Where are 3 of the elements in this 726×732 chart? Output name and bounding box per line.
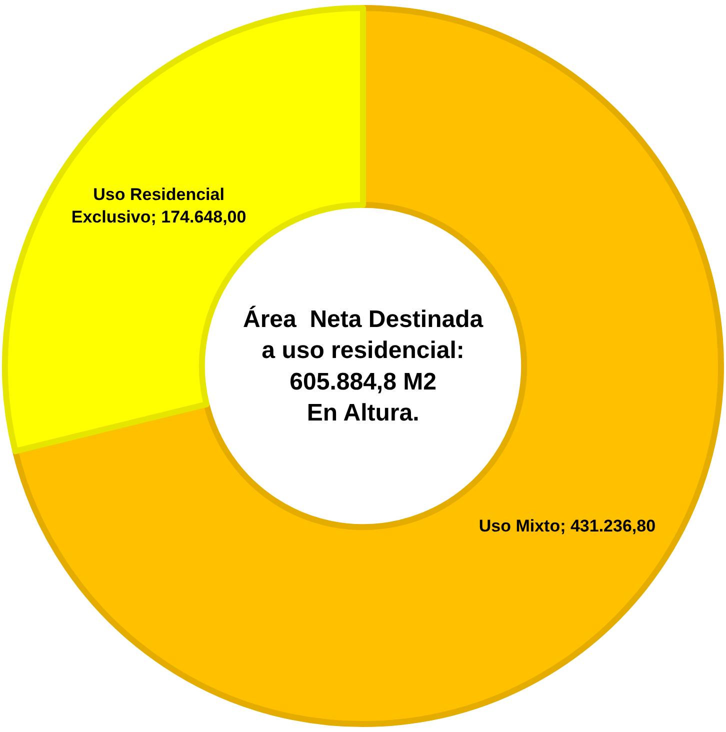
text: Área Neta Destinada a uso residencial: 605.884,8 M2 En Altura. <box>243 305 484 427</box>
slice-label: Uso Mixto; 431.236,80 <box>478 516 656 536</box>
slice-label: Uso Residencial Exclusivo; 174.648,00 <box>71 185 246 226</box>
